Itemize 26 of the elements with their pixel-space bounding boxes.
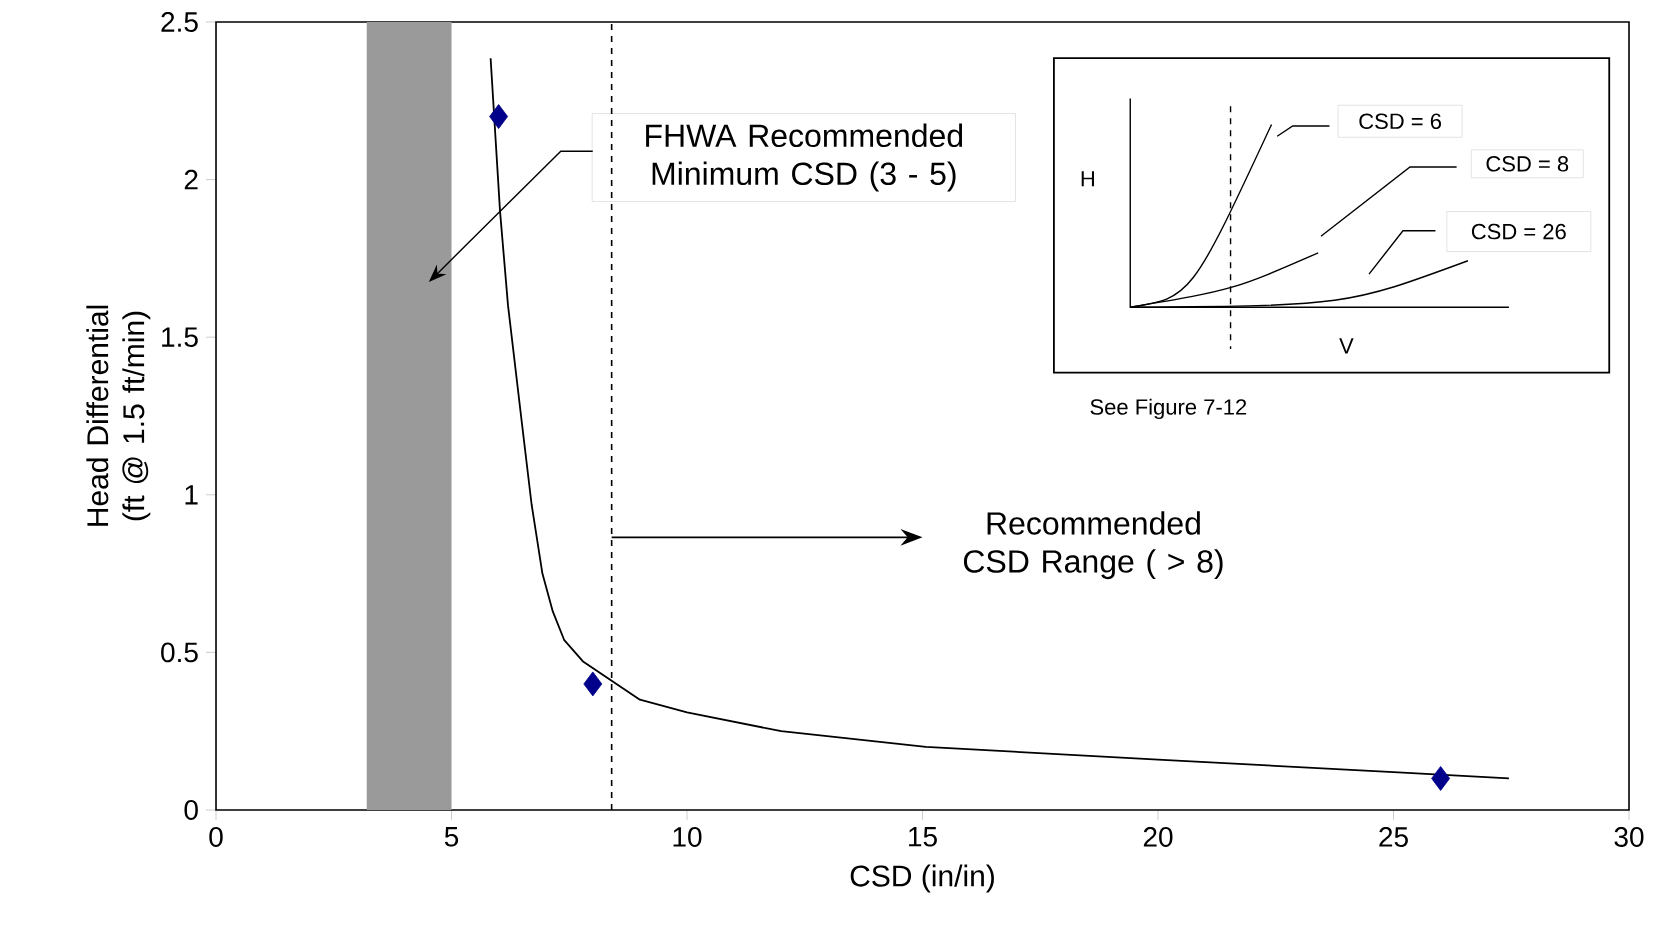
- annotation: H: [1081, 171, 1094, 187]
- annotation: CSD = 26: [1471, 223, 1566, 240]
- x-tick-label: 0: [209, 827, 223, 847]
- x-tick-label: 10: [673, 827, 702, 847]
- y-tick-label: 2: [184, 169, 198, 190]
- x-tick-label: 5: [444, 827, 459, 847]
- point: [583, 671, 603, 697]
- y-tick-label: 1: [185, 485, 198, 505]
- x-tick-label: 15: [909, 827, 937, 847]
- annotation: See Figure 7-12: [1090, 398, 1247, 420]
- ref-line-label: Recommended CSD Range ( > 8): [963, 511, 1223, 580]
- annotation: CSD = 6: [1359, 113, 1441, 130]
- y-tick-label: 2.5: [161, 12, 198, 32]
- point: [1431, 766, 1451, 791]
- x-tick-label: 30: [1614, 827, 1644, 847]
- x-tick-label: 25: [1379, 827, 1408, 847]
- annotation: FHWA Recommended Minimum CSD (3 - 5): [646, 123, 963, 192]
- y-axis-title: Head Differential (ft @ 1.5 ft/min): [86, 305, 151, 526]
- y-tick-label: 1.5: [162, 327, 198, 347]
- y-tick-label: 0.5: [161, 642, 198, 663]
- y-tick-label: 0: [184, 800, 198, 820]
- x-tick-label: 20: [1143, 827, 1173, 847]
- annotation: CSD = 8: [1486, 156, 1569, 172]
- annotation: V: [1339, 338, 1354, 354]
- x-axis-title: CSD (in/in): [850, 864, 994, 893]
- point: [489, 104, 509, 129]
